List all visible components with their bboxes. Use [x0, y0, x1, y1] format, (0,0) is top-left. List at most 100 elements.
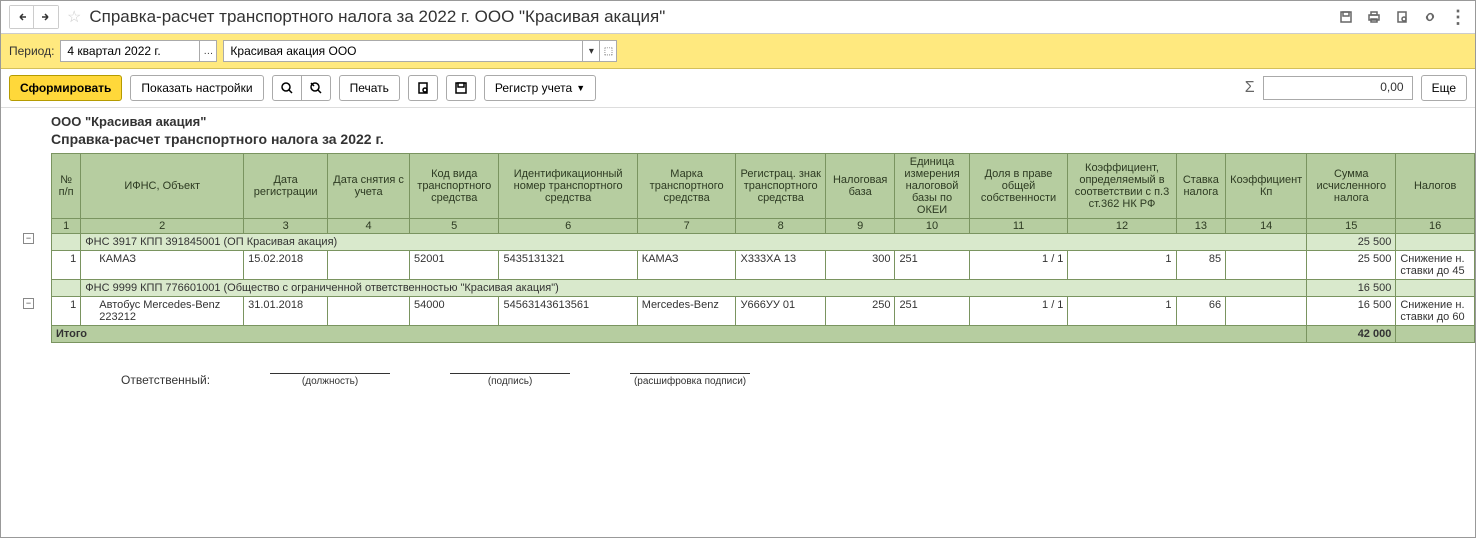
- cell-tax: Снижение н. ставки до 45: [1396, 251, 1475, 280]
- sig-position: (должность): [270, 373, 390, 387]
- column-header: Дата регистрации: [244, 154, 328, 219]
- column-number: 4: [328, 219, 410, 234]
- column-number: 14: [1226, 219, 1307, 234]
- cell-plate: У666УУ 01: [736, 297, 825, 326]
- period-label: Период:: [9, 44, 54, 58]
- print-icon[interactable]: [1365, 8, 1383, 26]
- collapse-group-1[interactable]: −: [23, 233, 34, 244]
- print-button[interactable]: Печать: [339, 75, 400, 101]
- column-header: Регистрац. знак транспортного средства: [736, 154, 825, 219]
- cell-code: 52001: [410, 251, 499, 280]
- link-icon[interactable]: [1421, 8, 1439, 26]
- more-menu-icon[interactable]: ⋮: [1449, 8, 1467, 26]
- column-header: Налоговая база: [825, 154, 895, 219]
- org-dropdown-button[interactable]: ▾: [582, 40, 600, 62]
- collapse-group-2[interactable]: −: [23, 298, 34, 309]
- cell-sum: 25 500: [1307, 251, 1396, 280]
- table-total-row: Итого 42 000: [52, 326, 1475, 343]
- column-header: Доля в праве общей собственности: [969, 154, 1068, 219]
- save-report-button[interactable]: [446, 75, 476, 101]
- table-colnum-row: 12345678910111213141516: [52, 219, 1475, 234]
- more-button[interactable]: Еще: [1421, 75, 1467, 101]
- cell-reg: 31.01.2018: [244, 297, 328, 326]
- favorite-star-icon[interactable]: ☆: [67, 7, 81, 27]
- column-number: 7: [637, 219, 736, 234]
- column-header: Идентификационный номер транспортного ср…: [499, 154, 637, 219]
- sum-display: 0,00: [1263, 76, 1413, 100]
- column-header: ИФНС, Объект: [81, 154, 244, 219]
- column-number: 9: [825, 219, 895, 234]
- group-sum: 16 500: [1307, 280, 1396, 297]
- cell-brand: КАМАЗ: [637, 251, 736, 280]
- sig-decode: (расшифровка подписи): [630, 373, 750, 387]
- sigma-icon: Σ: [1245, 79, 1255, 97]
- page-preview-button[interactable]: [408, 75, 438, 101]
- titlebar: ☆ Справка-расчет транспортного налога за…: [1, 1, 1475, 34]
- cell-okei: 251: [895, 297, 969, 326]
- nav-arrows: [9, 5, 59, 29]
- cell-sum: 16 500: [1307, 297, 1396, 326]
- chevron-down-icon: ▼: [576, 83, 585, 93]
- cell-rate: 66: [1176, 297, 1226, 326]
- column-header: Коэффициент Кп: [1226, 154, 1307, 219]
- show-settings-button[interactable]: Показать настройки: [130, 75, 263, 101]
- preview-icon[interactable]: [1393, 8, 1411, 26]
- column-number: 13: [1176, 219, 1226, 234]
- total-sum: 42 000: [1307, 326, 1396, 343]
- cell-coef: 1: [1068, 297, 1176, 326]
- total-label: Итого: [52, 326, 1307, 343]
- find-button[interactable]: [272, 75, 302, 101]
- cell-code: 54000: [410, 297, 499, 326]
- cell-okei: 251: [895, 251, 969, 280]
- form-button[interactable]: Сформировать: [9, 75, 122, 101]
- report-title: Справка-расчет транспортного налога за 2…: [21, 129, 1475, 153]
- org-input[interactable]: [223, 40, 583, 62]
- cell-reg: 15.02.2018: [244, 251, 328, 280]
- column-number: 2: [81, 219, 244, 234]
- org-name: ООО "Красивая акация": [21, 112, 1475, 129]
- table-row[interactable]: ФНС 9999 КПП 776601001 (Общество с огран…: [52, 280, 1475, 297]
- table-header-row: № п/пИФНС, ОбъектДата регистрацииДата сн…: [52, 154, 1475, 219]
- responsible-label: Ответственный:: [121, 373, 210, 387]
- report-table: № п/пИФНС, ОбъектДата регистрацииДата сн…: [51, 153, 1475, 343]
- cell-vin: 5435131321: [499, 251, 637, 280]
- cell-brand: Mercedes-Benz: [637, 297, 736, 326]
- toolbar: Сформировать Показать настройки Печать Р…: [1, 69, 1475, 108]
- report-area: ООО "Красивая акация" Справка-расчет тра…: [1, 108, 1475, 538]
- cell-obj: Автобус Mercedes-Benz 223212: [81, 297, 244, 326]
- sig-sign: (подпись): [450, 373, 570, 387]
- cell-coef: 1: [1068, 251, 1176, 280]
- forward-button[interactable]: [34, 6, 58, 28]
- group-label: ФНС 3917 КПП 391845001 (ОП Красивая акац…: [81, 234, 1307, 251]
- find-next-button[interactable]: [301, 75, 331, 101]
- cell-n: 1: [52, 251, 81, 280]
- group-sum: 25 500: [1307, 234, 1396, 251]
- back-button[interactable]: [10, 6, 34, 28]
- cell-dereg: [328, 297, 410, 326]
- save-icon[interactable]: [1337, 8, 1355, 26]
- cell-share: 1 / 1: [969, 297, 1068, 326]
- column-number: 10: [895, 219, 969, 234]
- column-number: 6: [499, 219, 637, 234]
- register-button-label: Регистр учета: [495, 81, 572, 95]
- column-header: Ставка налога: [1176, 154, 1226, 219]
- column-header: Налогов: [1396, 154, 1475, 219]
- filter-bar: Период: … ▾ ⬚: [1, 34, 1475, 69]
- register-button[interactable]: Регистр учета ▼: [484, 75, 596, 101]
- column-header: Дата снятия с учета: [328, 154, 410, 219]
- cell-vin: 54563143613561: [499, 297, 637, 326]
- column-header: Код вида транспортного средства: [410, 154, 499, 219]
- table-row[interactable]: 1 Автобус Mercedes-Benz 223212 31.01.201…: [52, 297, 1475, 326]
- cell-obj: КАМАЗ: [81, 251, 244, 280]
- org-open-button[interactable]: ⬚: [599, 40, 617, 62]
- period-input[interactable]: [60, 40, 200, 62]
- cell-base: 300: [825, 251, 895, 280]
- page-title: Справка-расчет транспортного налога за 2…: [89, 7, 1337, 27]
- column-number: 16: [1396, 219, 1475, 234]
- table-row[interactable]: ФНС 3917 КПП 391845001 (ОП Красивая акац…: [52, 234, 1475, 251]
- column-number: 5: [410, 219, 499, 234]
- cell-rate: 85: [1176, 251, 1226, 280]
- table-row[interactable]: 1 КАМАЗ 15.02.2018 52001 5435131321 КАМА…: [52, 251, 1475, 280]
- column-header: Сумма исчисленного налога: [1307, 154, 1396, 219]
- period-select-button[interactable]: …: [199, 40, 217, 62]
